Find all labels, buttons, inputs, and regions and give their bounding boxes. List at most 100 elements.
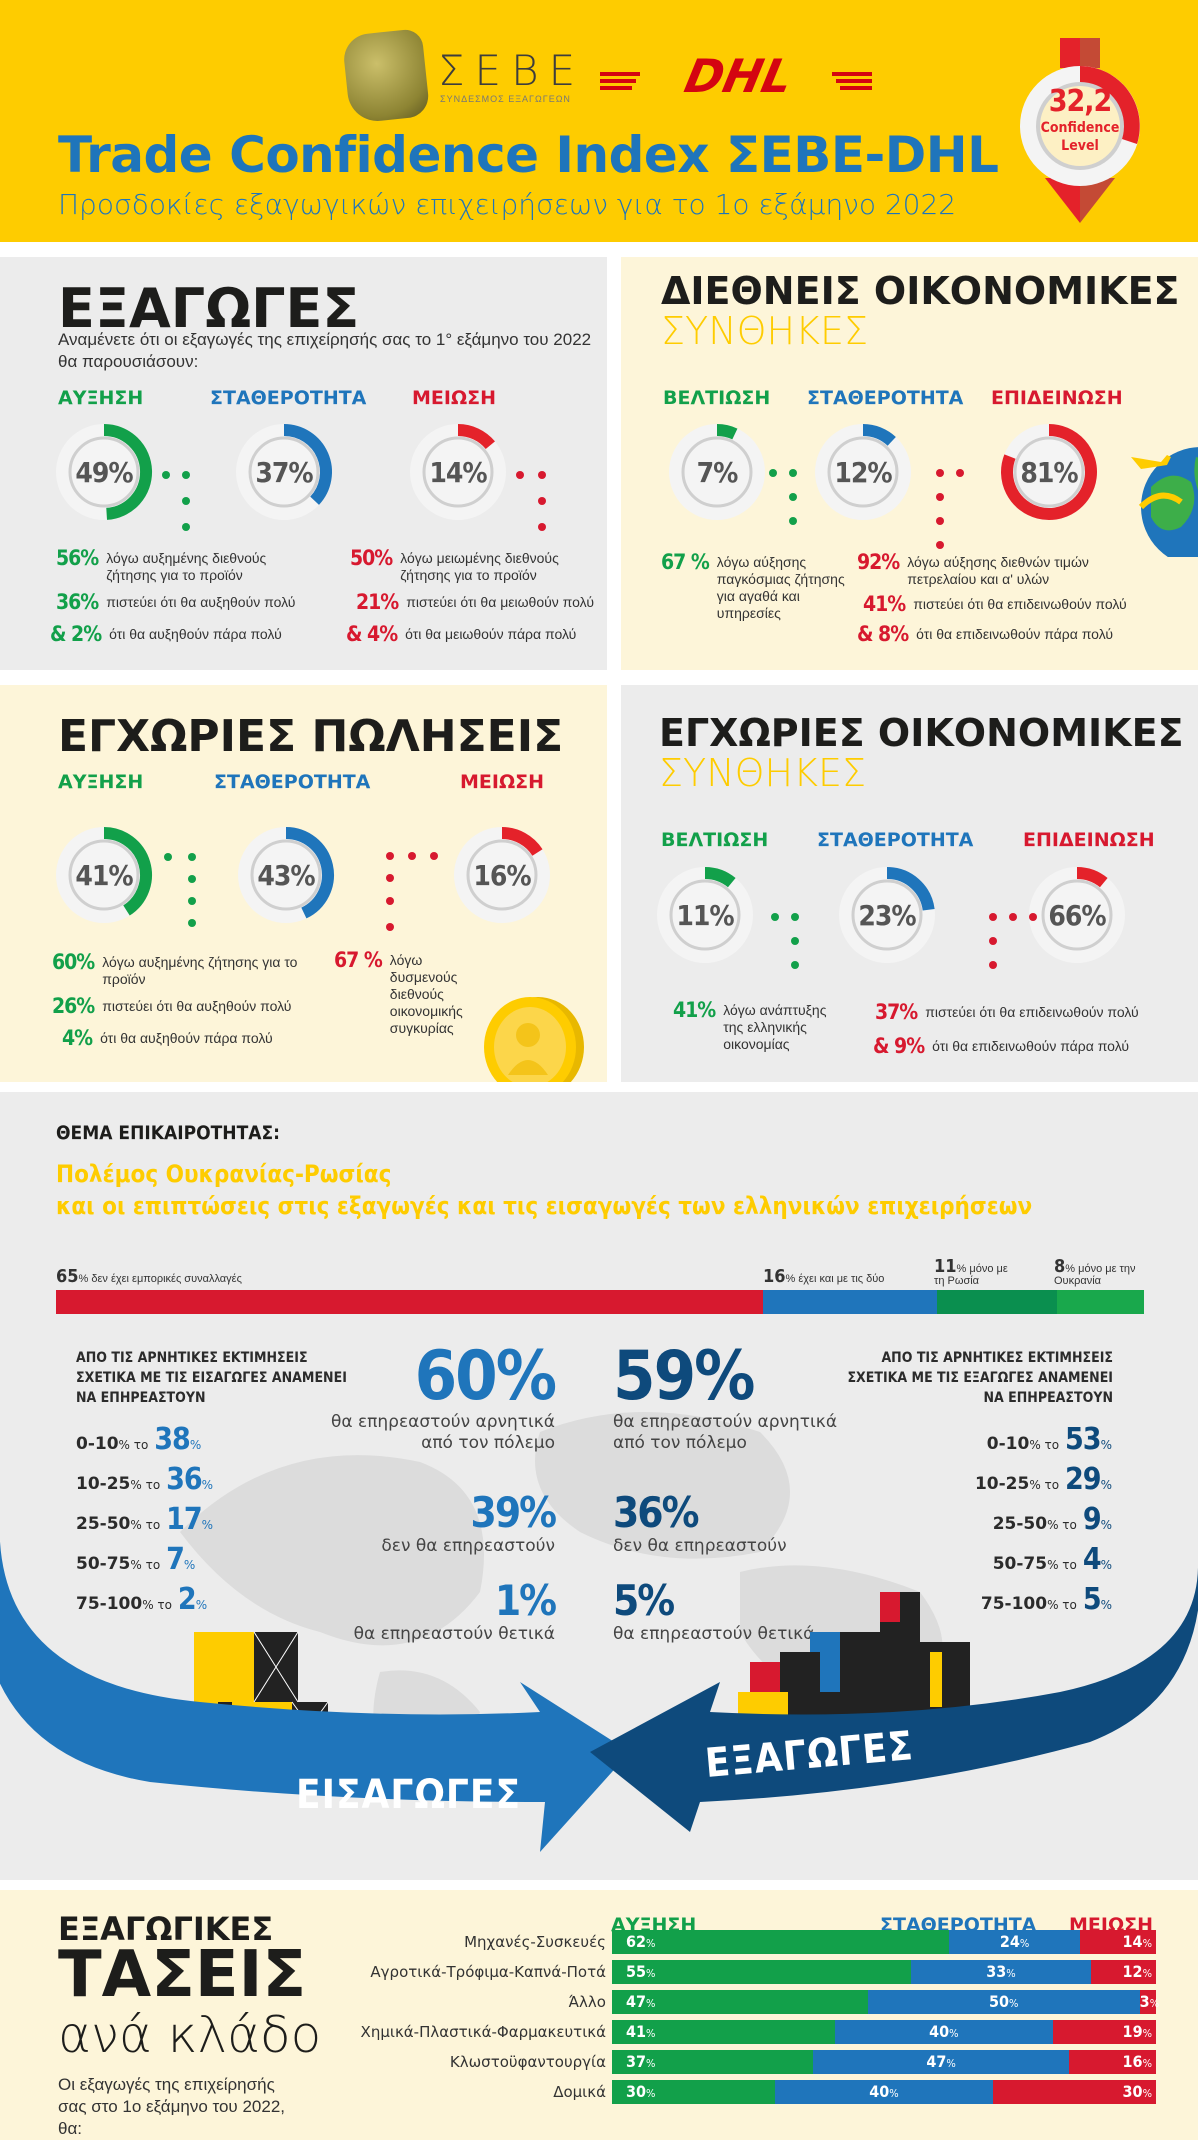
intl-title-sub: ΣΥΝΘΗΚΕΣ <box>661 309 869 353</box>
connector-dot <box>188 897 196 905</box>
bar-segment: 19% <box>1052 2020 1156 2044</box>
bar-segment: 12% <box>1090 1960 1156 1984</box>
imports-stat-negative: 60% θα επηρεαστούν αρνητικά από τον πόλεμ… <box>330 1337 557 1454</box>
exports-stat-none: 36% δεν θα επηρεαστούν <box>613 1488 787 1557</box>
connector-dot <box>771 913 779 921</box>
exports-range-row: 10-25% το 29% <box>974 1462 1112 1497</box>
donut-ring-icon <box>669 424 765 520</box>
sector-stacked-bar: 37% 47% 16% <box>612 2050 1156 2074</box>
imports-arrow-label: ΕΙΣΑΓΩΓΕΣ <box>296 1772 522 1818</box>
bar-segment: 40% <box>835 2020 1053 2044</box>
confidence-label-2: Level <box>1061 138 1099 154</box>
topic-headline-2: και οι επιπτώσεις στις εξαγωγές και τις … <box>56 1192 1033 1220</box>
connector-dot <box>1009 913 1017 921</box>
stat-item: 21% πιστεύει ότι θα μειωθούν πολύ <box>356 590 594 614</box>
topic-kicker: ΘΕΜΑ ΕΠΙΚΑΙΡΟΤΗΤΑΣ: <box>56 1122 281 1144</box>
bar-segment: 55% <box>612 1960 912 1984</box>
bar-segment: 47% <box>813 2050 1069 2074</box>
connector-dot <box>789 493 797 501</box>
donut-chart-exports-decrease: 14% <box>408 422 508 522</box>
trade-bar-label: 8% μόνο με την Ουκρανία <box>1054 1256 1136 1288</box>
donut-ring-icon <box>56 827 152 923</box>
sector-stacked-bar: 55% 33% 12% <box>612 1960 1156 1984</box>
svg-text:DHL: DHL <box>680 52 797 96</box>
international-conditions-panel: ΔΙΕΘΝΕΙΣ ΟΙΚΟΝΟΜΙΚΕΣ ΣΥΝΘΗΚΕΣ ΒΕΛΤΙΩΣΗ Σ… <box>621 257 1198 670</box>
confidence-gauge: 32,2 Confidence Level <box>1015 38 1145 228</box>
connector-dot <box>789 469 797 477</box>
stat-item: 26% πιστεύει ότι θα αυξηθούν πολύ <box>52 994 292 1018</box>
bar-segment-ukraine <box>1056 1290 1144 1314</box>
bar-segment: 62% <box>612 1930 950 1954</box>
domestic-econ-title: ΕΓΧΩΡΙΕΣ ΟΙΚΟΝΟΜΙΚΕΣ <box>659 711 1184 755</box>
connector-dot <box>516 471 524 479</box>
connector-dot <box>164 853 172 861</box>
connector-dot <box>789 517 797 525</box>
exports-range-row: 50-75% το 4% <box>992 1542 1112 1577</box>
connector-dot <box>791 961 799 969</box>
bar-segment: 14% <box>1079 1930 1156 1954</box>
stat-item: 67 % λόγω αύξησης παγκόσμιας ζήτησης για … <box>661 550 845 622</box>
exports-range-row: 25-50% το 9% <box>992 1502 1112 1537</box>
de-label-stability: ΣΤΑΘΕΡΟΤΗΤΑ <box>817 829 974 851</box>
connector-dot <box>182 471 190 479</box>
connector-dot <box>538 497 546 505</box>
exports-range-row: 0-10% το 53% <box>986 1422 1112 1457</box>
bar-segment: 24% <box>949 1930 1080 1954</box>
de-label-improve: ΒΕΛΤΙΩΣΗ <box>661 829 769 851</box>
trade-bar-label: 16% έχει και με τις δύο <box>763 1266 885 1287</box>
connector-dot <box>791 937 799 945</box>
connector-dot <box>386 923 394 931</box>
confidence-label-1: Confidence <box>1040 120 1120 136</box>
donut-ring-icon <box>1001 424 1097 520</box>
sector-trends-section: ΕΞΑΓΩΓΙΚΕΣ ΤΑΣΕΙΣ ανά κλάδο Οι εξαγωγές … <box>0 1890 1198 2140</box>
donut-chart-de-worsen: 66% <box>1027 865 1127 965</box>
bar-segment: 50% <box>867 1990 1140 2014</box>
trade-relations-bar <box>56 1290 1144 1314</box>
imports-range-row: 50-75% το 7% <box>76 1542 196 1577</box>
intl-label-improve: ΒΕΛΤΙΩΣΗ <box>663 387 771 409</box>
bar-segment-both <box>763 1290 938 1314</box>
sebe-logo-text: ΣΕΒΕ <box>438 46 586 95</box>
sector-stacked-bar: 30% 40% 30% <box>612 2080 1156 2104</box>
connector-dot <box>936 517 944 525</box>
connector-dot <box>956 469 964 477</box>
bar-segment: 33% <box>911 1960 1091 1984</box>
connector-dot <box>162 471 170 479</box>
bar-segment: 3% <box>1139 1990 1159 2014</box>
sector-description: Οι εξαγωγές της επιχείρησής σας στο 1ο ε… <box>58 2075 285 2138</box>
bar-segment: 41% <box>612 2020 836 2044</box>
connector-dot <box>936 469 944 477</box>
sector-row-label: Χημικά-Πλαστικά-Φαρμακευτικά <box>360 2023 606 2041</box>
trade-bar-labels: 65% δεν έχει εμπορικές συναλλαγές 16% έχ… <box>56 1247 1144 1288</box>
bar-segment: 30% <box>612 2080 776 2104</box>
stat-item: 37% πιστεύει ότι θα επιδεινωθούν πολύ <box>875 1000 1139 1024</box>
sector-title-2: ΤΑΣΕΙΣ <box>58 1938 307 2012</box>
de-label-worsen: ΕΠΙΔΕΙΝΩΣΗ <box>1023 829 1155 851</box>
exports-label-stability: ΣΤΑΘΕΡΟΤΗΤΑ <box>210 387 367 409</box>
trade-bar-label: 65% δεν έχει εμπορικές συναλλαγές <box>56 1266 242 1287</box>
war-impact-section: ΘΕΜΑ ΕΠΙΚΑΙΡΟΤΗΤΑΣ: Πολέμος Ουκρανίας-Ρω… <box>0 1092 1198 1880</box>
sebe-coin-logo-icon <box>341 28 431 124</box>
donut-ring-icon <box>410 424 506 520</box>
stat-item: 56% λόγω αυξημένης διεθνούς ζήτησης για τ… <box>56 546 267 584</box>
stat-item: 92% λόγω αύξησης διεθνών τιμών πετρελαίου… <box>857 550 1089 588</box>
donut-chart-intl-worsen: 81% <box>999 422 1099 522</box>
exports-heading: ΑΠΟ ΤΙΣ ΑΡΝΗΤΙΚΕΣ ΕΚΤΙΜΗΣΕΙΣ ΣΧΕΤΙΚΑ ΜΕ … <box>847 1350 1113 1406</box>
exports-label-increase: ΑΥΞΗΣΗ <box>58 387 144 409</box>
imports-heading: ΑΠΟ ΤΙΣ ΑΡΝΗΤΙΚΕΣ ΕΚΤΙΜΗΣΕΙΣ ΣΧΕΤΙΚΑ ΜΕ … <box>76 1350 347 1406</box>
donut-ring-icon <box>56 424 153 520</box>
connector-dot <box>791 913 799 921</box>
donut-ring-icon <box>238 827 334 923</box>
imports-range-row: 10-25% το 36% <box>76 1462 214 1497</box>
connector-dot <box>936 493 944 501</box>
imports-range-row: 25-50% το 17% <box>76 1502 214 1537</box>
dhl-logo-icon: DHL <box>600 52 872 96</box>
sector-title-1: ΕΞΑΓΩΓΙΚΕΣ <box>58 1910 274 1948</box>
header-banner: ΣΕΒΕ ΣΥΝΔΕΣΜΟΣ ΕΞΑΓΩΓΕΩΝ DHL Trade Confi… <box>0 0 1198 242</box>
donut-chart-de-improve: 11% <box>655 865 755 965</box>
donut-ring-icon <box>657 867 753 963</box>
sector-stacked-bar: 41% 40% 19% <box>612 2020 1156 2044</box>
connector-dot <box>188 875 196 883</box>
stat-item: 36% πιστεύει ότι θα αυξηθούν πολύ <box>56 590 296 614</box>
connector-dot <box>989 961 997 969</box>
